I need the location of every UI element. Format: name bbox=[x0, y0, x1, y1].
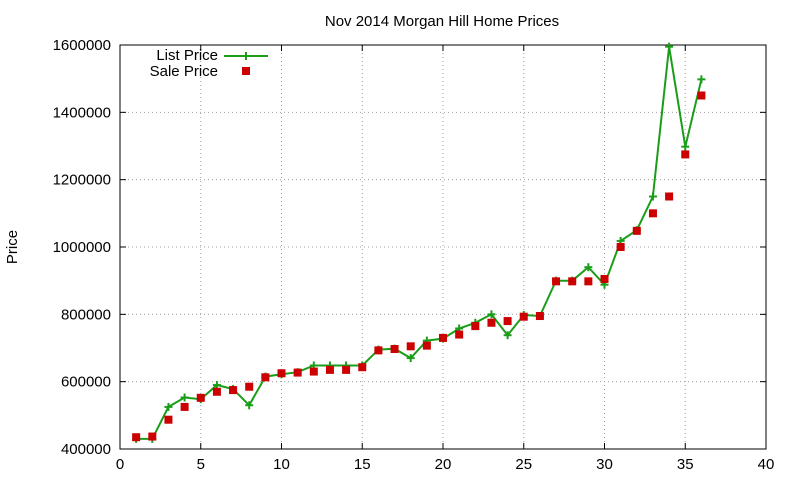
sale-price-point bbox=[665, 192, 674, 201]
axes bbox=[119, 44, 767, 450]
tick-labels: 0 5 10 15 20 25 30 35 40 400000 600000 800000 100000… bbox=[53, 37, 775, 473]
sale-price-point bbox=[471, 322, 480, 331]
sale-price-point bbox=[148, 432, 157, 441]
y-tick-label: 600000 bbox=[61, 374, 111, 391]
sale-price-point bbox=[535, 312, 544, 321]
list-price-point bbox=[503, 331, 512, 340]
sale-price-point bbox=[552, 277, 561, 286]
list-price-point bbox=[164, 402, 173, 411]
y-axis-label: Price bbox=[4, 230, 21, 264]
x-tick-label: 0 bbox=[116, 456, 124, 473]
sale-price-point bbox=[245, 382, 254, 391]
sale-price-point bbox=[681, 150, 690, 159]
list-price-point bbox=[665, 42, 674, 51]
x-tick-label: 10 bbox=[273, 456, 290, 473]
list-price-point bbox=[584, 263, 593, 272]
x-tick-label: 5 bbox=[197, 456, 205, 473]
sale-price-point bbox=[503, 317, 512, 326]
x-tick-label: 15 bbox=[354, 456, 371, 473]
sale-price-point bbox=[212, 387, 221, 396]
list-price-point bbox=[406, 354, 415, 363]
sale-price-point bbox=[325, 365, 334, 374]
sale-price-point bbox=[261, 373, 270, 382]
sale-price-point bbox=[519, 312, 528, 321]
sale-price-point bbox=[277, 369, 286, 378]
sale-price-point bbox=[568, 277, 577, 286]
sale-price-point bbox=[455, 330, 464, 339]
sale-price-point bbox=[697, 91, 706, 100]
sale-price-point bbox=[374, 346, 383, 355]
sale-price-point bbox=[632, 226, 641, 235]
y-tick-label: 1400000 bbox=[53, 104, 111, 121]
data-series bbox=[132, 42, 706, 443]
y-tick-label: 800000 bbox=[61, 306, 111, 323]
sale-price-point bbox=[180, 402, 189, 411]
list-price-point bbox=[180, 393, 189, 402]
list-price-point bbox=[212, 381, 221, 390]
y-tick-label: 1600000 bbox=[53, 37, 111, 54]
list-price-point bbox=[648, 192, 657, 201]
y-tick-label: 1000000 bbox=[53, 239, 111, 256]
legend-sample-sale-price bbox=[242, 67, 250, 75]
legend: List Price Sale Price bbox=[150, 47, 268, 80]
list-price-line bbox=[136, 46, 703, 440]
sale-price-point bbox=[293, 368, 302, 377]
sale-price-point bbox=[229, 386, 238, 395]
sale-price-point bbox=[487, 318, 496, 327]
chart-title: Nov 2014 Morgan Hill Home Prices bbox=[325, 13, 559, 30]
y-tick-label: 400000 bbox=[61, 441, 111, 458]
sale-price-point bbox=[309, 367, 318, 376]
grid-lines bbox=[120, 45, 766, 449]
sale-price-point bbox=[600, 274, 609, 283]
sale-price-point bbox=[584, 277, 593, 286]
sale-price-point bbox=[406, 342, 415, 351]
legend-label-sale-price: Sale Price bbox=[150, 63, 218, 80]
list-price-point bbox=[697, 75, 706, 84]
sale-price-point bbox=[390, 345, 399, 354]
legend-label-list-price: List Price bbox=[156, 47, 218, 64]
sale-price-point bbox=[196, 393, 205, 402]
list-price-point bbox=[681, 142, 690, 151]
x-tick-label: 35 bbox=[677, 456, 694, 473]
x-tick-label: 30 bbox=[596, 456, 613, 473]
sale-price-point bbox=[439, 333, 447, 342]
sale-price-point bbox=[648, 209, 657, 218]
sale-price-point bbox=[342, 365, 351, 374]
sale-price-point bbox=[132, 433, 141, 442]
y-tick-label: 1200000 bbox=[53, 172, 111, 189]
x-tick-label: 40 bbox=[758, 456, 775, 473]
sale-price-point bbox=[358, 363, 367, 372]
x-tick-label: 20 bbox=[435, 456, 452, 473]
sale-price-point bbox=[422, 341, 431, 350]
sale-price-point bbox=[164, 415, 173, 424]
list-price-point bbox=[245, 401, 254, 410]
list-price-point bbox=[487, 310, 496, 319]
x-tick-label: 25 bbox=[515, 456, 532, 473]
sale-price-point bbox=[616, 243, 625, 251]
